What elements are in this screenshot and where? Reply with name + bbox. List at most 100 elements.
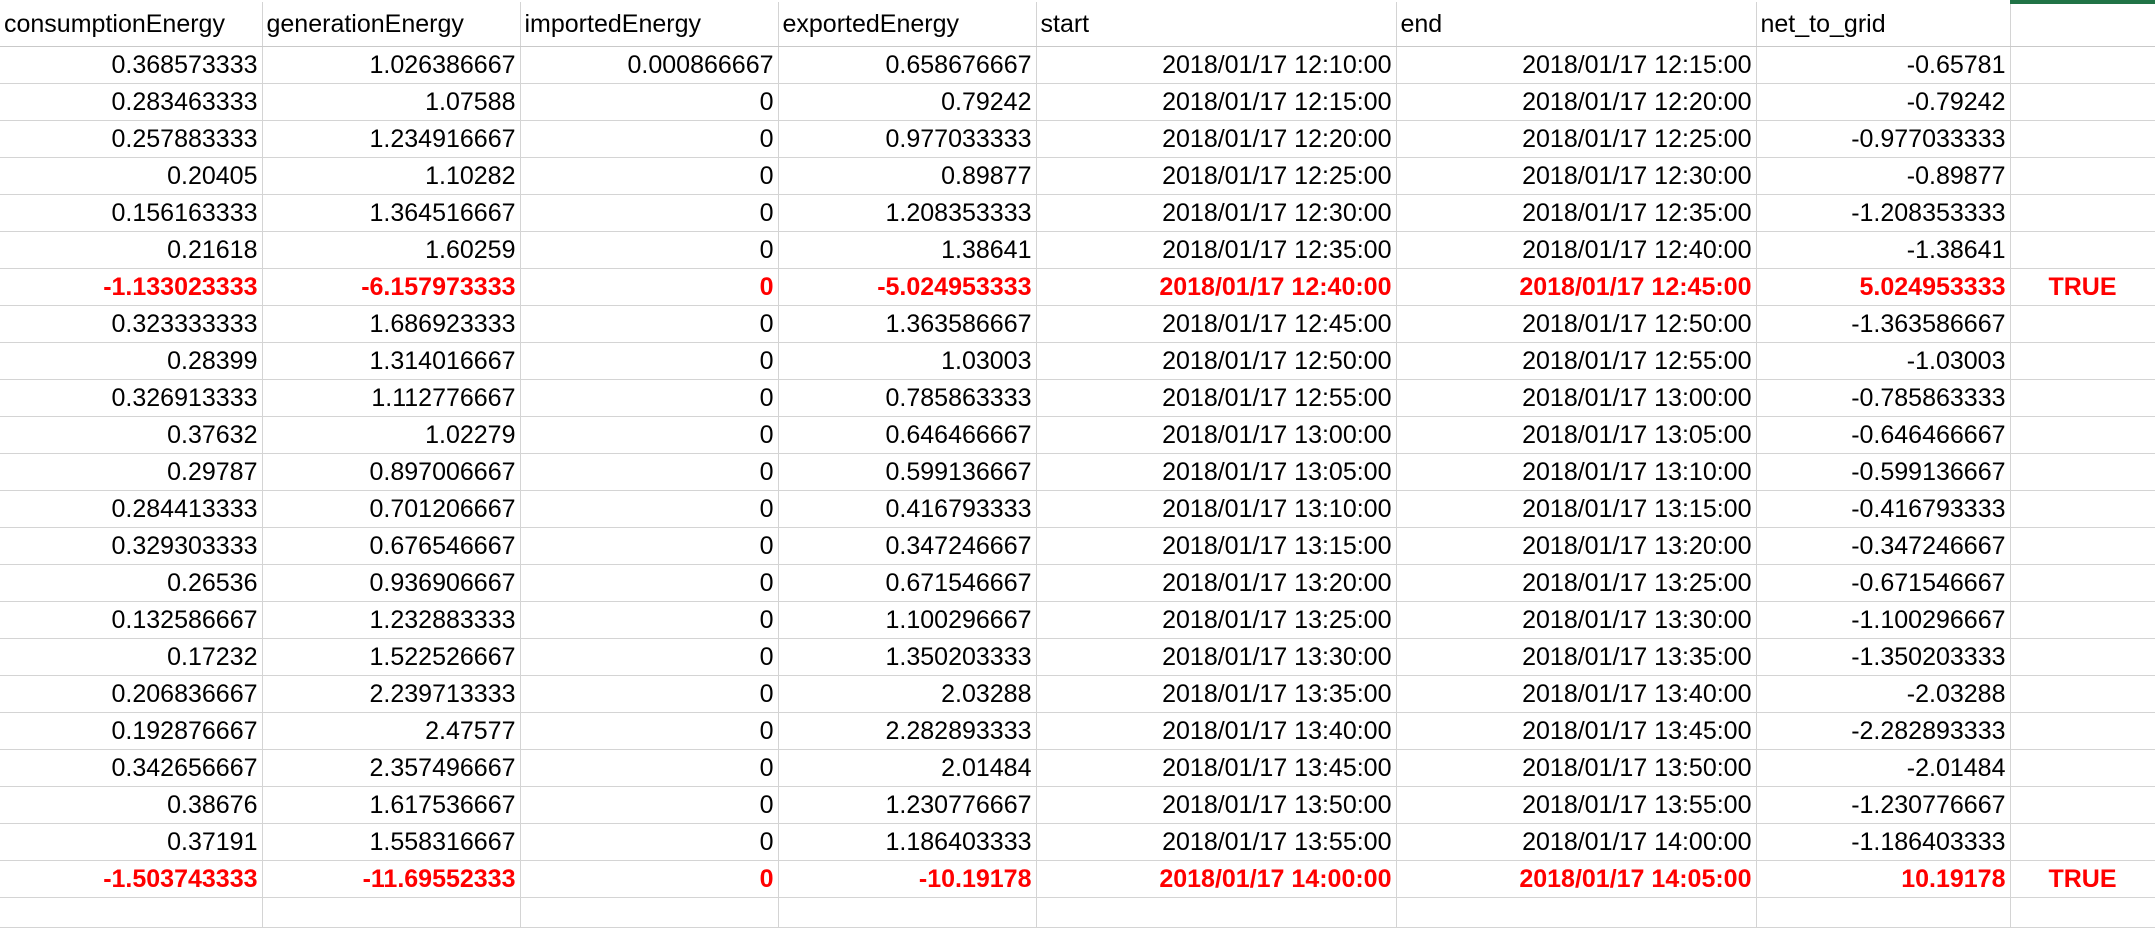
cell-consumption-energy[interactable]: -1.133023333	[0, 268, 263, 306]
cell-empty[interactable]	[778, 897, 1037, 928]
cell-imported-energy[interactable]: 0	[520, 342, 779, 380]
cell-flag[interactable]	[2010, 786, 2155, 824]
cell-imported-energy[interactable]: 0	[520, 453, 779, 491]
cell-imported-energy[interactable]: 0	[520, 231, 779, 269]
header-cell-flag[interactable]	[2010, 0, 2155, 47]
cell-flag[interactable]	[2010, 564, 2155, 602]
cell-imported-energy[interactable]: 0	[520, 823, 779, 861]
cell-imported-energy[interactable]: 0	[520, 564, 779, 602]
cell-end[interactable]: 2018/01/17 13:20:00	[1396, 527, 1757, 565]
cell-net-to-grid[interactable]: -0.416793333	[1756, 490, 2011, 528]
cell-start[interactable]: 2018/01/17 13:05:00	[1036, 453, 1397, 491]
cell-generation-energy[interactable]: 1.558316667	[262, 823, 521, 861]
cell-net-to-grid[interactable]: -1.350203333	[1756, 638, 2011, 676]
cell-exported-energy[interactable]: 2.03288	[778, 675, 1037, 713]
cell-generation-energy[interactable]: 0.936906667	[262, 564, 521, 602]
cell-start[interactable]: 2018/01/17 13:15:00	[1036, 527, 1397, 565]
cell-net-to-grid[interactable]: -0.646466667	[1756, 416, 2011, 454]
cell-exported-energy[interactable]: 1.186403333	[778, 823, 1037, 861]
cell-start[interactable]: 2018/01/17 12:20:00	[1036, 120, 1397, 158]
cell-imported-energy[interactable]: 0	[520, 749, 779, 787]
cell-consumption-energy[interactable]: 0.323333333	[0, 305, 263, 343]
cell-consumption-energy[interactable]: 0.326913333	[0, 379, 263, 417]
cell-empty[interactable]	[1756, 897, 2011, 928]
cell-exported-energy[interactable]: 1.03003	[778, 342, 1037, 380]
cell-end[interactable]: 2018/01/17 13:25:00	[1396, 564, 1757, 602]
cell-end[interactable]: 2018/01/17 12:20:00	[1396, 83, 1757, 121]
cell-flag[interactable]	[2010, 675, 2155, 713]
cell-exported-energy[interactable]: 0.977033333	[778, 120, 1037, 158]
cell-end[interactable]: 2018/01/17 13:00:00	[1396, 379, 1757, 417]
cell-imported-energy[interactable]: 0	[520, 675, 779, 713]
cell-generation-energy[interactable]: 1.617536667	[262, 786, 521, 824]
cell-exported-energy[interactable]: 0.785863333	[778, 379, 1037, 417]
cell-flag[interactable]	[2010, 823, 2155, 861]
cell-start[interactable]: 2018/01/17 12:40:00	[1036, 268, 1397, 306]
cell-imported-energy[interactable]: 0	[520, 527, 779, 565]
cell-start[interactable]: 2018/01/17 13:25:00	[1036, 601, 1397, 639]
cell-start[interactable]: 2018/01/17 13:35:00	[1036, 675, 1397, 713]
cell-exported-energy[interactable]: 1.363586667	[778, 305, 1037, 343]
cell-exported-energy[interactable]: 1.230776667	[778, 786, 1037, 824]
cell-exported-energy[interactable]: -10.19178	[778, 860, 1037, 898]
cell-consumption-energy[interactable]: 0.37191	[0, 823, 263, 861]
cell-generation-energy[interactable]: 1.07588	[262, 83, 521, 121]
cell-imported-energy[interactable]: 0	[520, 860, 779, 898]
cell-start[interactable]: 2018/01/17 13:55:00	[1036, 823, 1397, 861]
cell-net-to-grid[interactable]: -0.347246667	[1756, 527, 2011, 565]
cell-net-to-grid[interactable]: -0.79242	[1756, 83, 2011, 121]
cell-start[interactable]: 2018/01/17 14:00:00	[1036, 860, 1397, 898]
cell-exported-energy[interactable]: 1.100296667	[778, 601, 1037, 639]
cell-consumption-energy[interactable]: 0.192876667	[0, 712, 263, 750]
cell-empty[interactable]	[2010, 897, 2155, 928]
cell-end[interactable]: 2018/01/17 12:25:00	[1396, 120, 1757, 158]
cell-net-to-grid[interactable]: -0.89877	[1756, 157, 2011, 195]
cell-start[interactable]: 2018/01/17 13:50:00	[1036, 786, 1397, 824]
cell-flag[interactable]	[2010, 453, 2155, 491]
cell-consumption-energy[interactable]: 0.26536	[0, 564, 263, 602]
cell-end[interactable]: 2018/01/17 13:40:00	[1396, 675, 1757, 713]
header-cell-start[interactable]: start	[1036, 2, 1397, 47]
cell-exported-energy[interactable]: -5.024953333	[778, 268, 1037, 306]
cell-net-to-grid[interactable]: -1.230776667	[1756, 786, 2011, 824]
cell-start[interactable]: 2018/01/17 12:35:00	[1036, 231, 1397, 269]
cell-start[interactable]: 2018/01/17 13:00:00	[1036, 416, 1397, 454]
cell-start[interactable]: 2018/01/17 12:45:00	[1036, 305, 1397, 343]
cell-consumption-energy[interactable]: 0.17232	[0, 638, 263, 676]
cell-imported-energy[interactable]: 0	[520, 83, 779, 121]
cell-imported-energy[interactable]: 0	[520, 157, 779, 195]
cell-flag[interactable]	[2010, 46, 2155, 84]
cell-end[interactable]: 2018/01/17 14:05:00	[1396, 860, 1757, 898]
cell-imported-energy[interactable]: 0	[520, 305, 779, 343]
cell-generation-energy[interactable]: 1.234916667	[262, 120, 521, 158]
cell-start[interactable]: 2018/01/17 13:20:00	[1036, 564, 1397, 602]
cell-generation-energy[interactable]: 1.60259	[262, 231, 521, 269]
cell-generation-energy[interactable]: -6.157973333	[262, 268, 521, 306]
cell-imported-energy[interactable]: 0	[520, 601, 779, 639]
cell-net-to-grid[interactable]: -0.785863333	[1756, 379, 2011, 417]
cell-end[interactable]: 2018/01/17 13:35:00	[1396, 638, 1757, 676]
cell-net-to-grid[interactable]: -0.65781	[1756, 46, 2011, 84]
cell-end[interactable]: 2018/01/17 12:50:00	[1396, 305, 1757, 343]
cell-generation-energy[interactable]: 2.239713333	[262, 675, 521, 713]
cell-end[interactable]: 2018/01/17 12:45:00	[1396, 268, 1757, 306]
cell-consumption-energy[interactable]: 0.37632	[0, 416, 263, 454]
cell-imported-energy[interactable]: 0	[520, 786, 779, 824]
cell-imported-energy[interactable]: 0	[520, 379, 779, 417]
cell-generation-energy[interactable]: 1.364516667	[262, 194, 521, 232]
cell-generation-energy[interactable]: 1.522526667	[262, 638, 521, 676]
cell-exported-energy[interactable]: 1.208353333	[778, 194, 1037, 232]
cell-start[interactable]: 2018/01/17 13:30:00	[1036, 638, 1397, 676]
cell-flag[interactable]	[2010, 527, 2155, 565]
cell-consumption-energy[interactable]: 0.283463333	[0, 83, 263, 121]
cell-net-to-grid[interactable]: 5.024953333	[1756, 268, 2011, 306]
cell-flag[interactable]	[2010, 712, 2155, 750]
cell-flag[interactable]	[2010, 120, 2155, 158]
cell-flag[interactable]	[2010, 83, 2155, 121]
cell-consumption-energy[interactable]: 0.156163333	[0, 194, 263, 232]
cell-end[interactable]: 2018/01/17 12:55:00	[1396, 342, 1757, 380]
cell-consumption-energy[interactable]: 0.206836667	[0, 675, 263, 713]
cell-consumption-energy[interactable]: 0.342656667	[0, 749, 263, 787]
cell-net-to-grid[interactable]: -1.100296667	[1756, 601, 2011, 639]
cell-exported-energy[interactable]: 2.282893333	[778, 712, 1037, 750]
